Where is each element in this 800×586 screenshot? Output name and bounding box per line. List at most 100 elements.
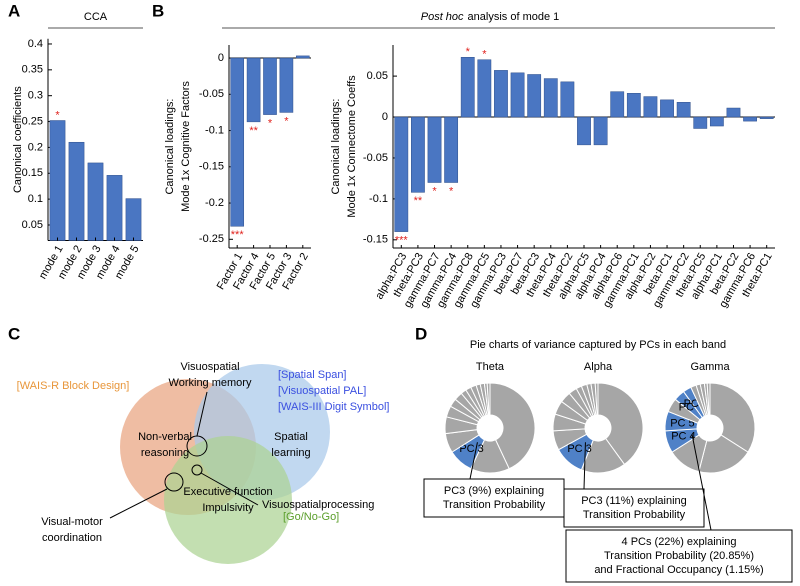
bar: [560, 81, 575, 118]
callout-box: [563, 488, 705, 528]
bar: [477, 59, 492, 118]
y-tick-label: 0.4: [28, 38, 43, 50]
y-tick-label: 0: [382, 111, 388, 123]
y-axis-title: Mode 1x Connectome Coeffs: [346, 75, 358, 218]
y-axis-title: Mode 1x Cognitive Factors: [180, 81, 192, 212]
callout-box: [565, 529, 793, 583]
callout-box: [423, 478, 565, 518]
panel-letter: C: [8, 324, 20, 343]
y-tick-label: 0.05: [22, 219, 43, 231]
bar: [527, 74, 542, 118]
significance-marker: **: [249, 125, 258, 137]
pie-slice: [597, 382, 644, 466]
y-tick-label: -0.2: [205, 197, 224, 209]
bar: [295, 55, 310, 59]
callout-text: 4 PCs (22%) explaining: [622, 536, 737, 548]
pie-title: Theta: [476, 361, 505, 373]
bar: [68, 141, 85, 241]
bar: [743, 116, 757, 122]
bar: [49, 120, 66, 241]
bar: [543, 78, 558, 118]
pie-title: Alpha: [584, 361, 613, 373]
bar: [577, 116, 591, 146]
callout-text: Transition Probability: [583, 509, 686, 521]
bar: [510, 72, 525, 118]
overlap-label: Visual-motor: [41, 516, 103, 528]
overlap-leader: [109, 488, 168, 519]
set-label: learning: [271, 447, 310, 459]
set-label: Non-verbal: [138, 431, 192, 443]
y-tick-label: -0.1: [369, 193, 388, 205]
bar: [726, 107, 741, 118]
bar: [444, 116, 459, 183]
set-test: [WAIS-III Digit Symbol]: [278, 401, 389, 413]
slice-label: PC 4: [671, 431, 695, 443]
callout-text: Transition Probability: [443, 499, 546, 511]
bar: [660, 99, 674, 118]
venn-set: [164, 436, 292, 564]
callout-text: PC3 (9%) explaining: [444, 485, 544, 497]
bar: [411, 116, 425, 193]
callout-text: PC3 (11%) explaining: [581, 495, 687, 507]
panel-b-title-text: analysis of mode 1: [468, 11, 560, 23]
overlap-leader: [200, 472, 259, 506]
pie-title: Gamma: [690, 361, 730, 373]
bar: [593, 116, 608, 146]
significance-marker: *: [482, 49, 487, 61]
set-label: Executive function: [183, 486, 272, 498]
panel-b-title-emphasis: Post hoc: [421, 11, 464, 23]
group-title: CCA: [84, 11, 108, 23]
y-tick-label: 0.05: [367, 70, 388, 82]
bar: [693, 116, 708, 129]
y-axis-title: Canonical loadings:: [164, 98, 176, 194]
bar: [460, 57, 475, 118]
set-test: [Visuospatial PAL]: [278, 385, 366, 397]
overlap-label: Visuospatial: [180, 361, 239, 373]
pie-slice: [486, 382, 491, 416]
significance-marker: **: [414, 195, 423, 207]
panel-letter: B: [152, 1, 164, 20]
pie-slice: [698, 434, 749, 474]
y-tick-label: -0.1: [205, 124, 224, 136]
callout-text: and Fractional Occupancy (1.15%): [594, 564, 763, 576]
significance-marker: *: [449, 185, 454, 197]
bar: [610, 91, 625, 118]
bar: [279, 57, 294, 113]
overlap-marker: [164, 472, 184, 492]
y-tick-label: -0.05: [363, 152, 388, 164]
callout-leader: [583, 442, 586, 490]
set-label: reasoning: [141, 447, 189, 459]
bar: [676, 102, 691, 118]
bar: [230, 57, 245, 227]
callout-leader: [469, 442, 478, 480]
y-tick-label: -0.25: [199, 233, 224, 245]
overlap-label: Working memory: [169, 377, 252, 389]
significance-marker: *: [466, 46, 471, 58]
set-test: [WAIS-R Block Design]: [17, 380, 130, 392]
bar: [427, 116, 442, 183]
y-tick-label: -0.15: [363, 234, 388, 246]
set-label: Spatial: [274, 431, 308, 443]
bar: [643, 96, 658, 118]
significance-marker: *: [268, 118, 273, 130]
callout-leader: [691, 433, 712, 531]
y-tick-label: -0.05: [199, 88, 224, 100]
slice-label: PC 3: [567, 443, 591, 455]
pie-slice: [594, 382, 599, 416]
overlap-marker: [191, 464, 203, 476]
y-tick-label: 0.1: [28, 193, 43, 205]
pie-slice: [489, 382, 536, 470]
y-tick-label: 0.3: [28, 90, 43, 102]
callout-text: Transition Probability (20.85%): [604, 550, 754, 562]
bar: [394, 116, 409, 232]
y-tick-label: 0.35: [22, 64, 43, 76]
overlap-label: Visuospatialprocessing: [262, 499, 374, 511]
bar: [263, 57, 277, 115]
bar: [494, 70, 508, 118]
slice-label: PC 5: [670, 418, 694, 430]
bar: [125, 198, 142, 241]
significance-marker: ***: [231, 229, 245, 241]
slice-label: PC 3: [459, 443, 483, 455]
significance-marker: *: [55, 109, 60, 121]
bar: [709, 116, 724, 127]
